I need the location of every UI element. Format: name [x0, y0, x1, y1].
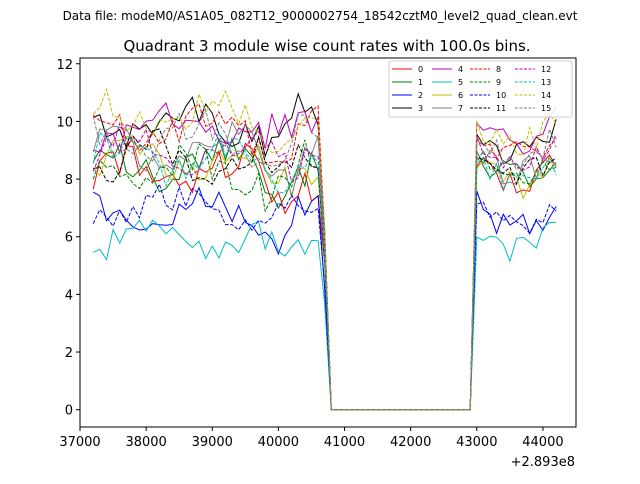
plot-frame	[79, 57, 577, 428]
series-line-10	[92, 182, 557, 411]
x-tick-label: 38000	[125, 435, 166, 450]
legend-label-4: 4	[458, 65, 463, 74]
series-layer	[92, 87, 557, 411]
y-tick-label: 12	[56, 58, 73, 73]
series-line-15	[92, 107, 557, 411]
series-line-8	[92, 103, 557, 411]
x-tick-label: 42000	[390, 435, 431, 450]
legend-label-1: 1	[418, 78, 423, 87]
legend-label-15: 15	[541, 104, 551, 113]
legend-label-3: 3	[418, 104, 423, 113]
legend-label-11: 11	[496, 104, 506, 113]
x-tick-label: 39000	[192, 435, 233, 450]
x-tick-label: 44000	[522, 435, 563, 450]
legend-label-7: 7	[458, 104, 463, 113]
series-line-5	[92, 219, 557, 411]
legend-label-14: 14	[541, 91, 551, 100]
y-tick-label: 2	[65, 346, 73, 361]
legend-label-6: 6	[458, 91, 463, 100]
legend-label-8: 8	[496, 65, 501, 74]
x-offset-label: +2.893e8	[511, 455, 575, 470]
legend-label-2: 2	[418, 91, 423, 100]
x-tick-label: 43000	[456, 435, 497, 450]
legend-label-10: 10	[496, 91, 506, 100]
x-tick-label: 37000	[59, 435, 100, 450]
y-tick-label: 6	[65, 231, 73, 246]
legend-label-0: 0	[418, 65, 423, 74]
series-line-9	[92, 139, 557, 411]
y-tick-label: 4	[65, 288, 73, 303]
x-tick-label: 40000	[258, 435, 299, 450]
series-line-14	[92, 87, 557, 411]
legend-label-12: 12	[541, 65, 551, 74]
x-tick-label: 41000	[324, 435, 365, 450]
chart-suptitle: Data file: modeM0/AS1A05_082T12_90000027…	[63, 9, 578, 23]
y-axis: 0 2 4 6 8 10 12	[56, 58, 80, 419]
legend-label-5: 5	[458, 78, 463, 87]
x-axis: 37000 38000 39000 40000 41000 42000 43000 44000	[59, 427, 564, 450]
legend-box	[388, 60, 573, 118]
y-tick-label: 8	[65, 173, 73, 188]
series-line-13	[92, 130, 557, 411]
y-tick-label: 0	[65, 404, 73, 419]
legend-label-9: 9	[496, 78, 501, 87]
legend-label-13: 13	[541, 78, 551, 87]
plot-area	[80, 58, 576, 427]
chart-title: Quadrant 3 module wise count rates with …	[123, 37, 530, 55]
y-tick-label: 10	[56, 115, 73, 130]
